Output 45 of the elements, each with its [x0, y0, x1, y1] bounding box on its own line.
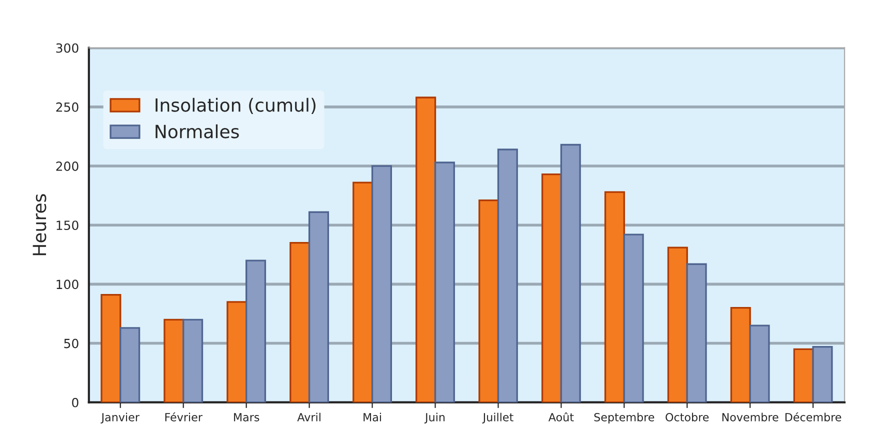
- y-tick-label: 50: [64, 338, 78, 348]
- x-tick-label: Juin: [424, 412, 445, 424]
- bar: [226, 301, 248, 402]
- y-tick-label: 150: [56, 220, 78, 230]
- bar: [245, 260, 266, 402]
- bar: [120, 327, 140, 402]
- y-tick-label: 100: [56, 280, 78, 290]
- bar: [434, 162, 455, 402]
- y-tick-label: 0: [72, 398, 78, 408]
- bar: [812, 346, 833, 402]
- bar: [100, 294, 122, 402]
- bar: [541, 173, 562, 402]
- bar: [560, 144, 581, 402]
- bar: [604, 191, 625, 402]
- bar: [667, 246, 688, 402]
- bar: [623, 234, 644, 402]
- bar: [371, 165, 392, 402]
- x-tick-label: Février: [165, 412, 202, 422]
- y-tick-label: 200: [56, 161, 78, 171]
- y-tick-label: 300: [56, 43, 78, 53]
- legend-label: Insolation (cumul): [156, 98, 316, 114]
- x-tick-label: Mai: [364, 412, 381, 422]
- x-tick-label: Septembre: [594, 412, 654, 424]
- y-tick-label: 250: [56, 102, 78, 112]
- x-tick-label: Novembre: [722, 412, 778, 422]
- bar: [749, 324, 770, 402]
- legend-label: Normales: [156, 124, 239, 138]
- bar: [497, 148, 518, 402]
- bar: [730, 307, 751, 402]
- bar: [164, 318, 184, 402]
- bar: [416, 96, 436, 402]
- x-tick-label: Avril: [297, 412, 320, 422]
- x-tick-label: Mars: [234, 413, 260, 422]
- bar: [686, 263, 707, 402]
- bar: [290, 242, 310, 402]
- x-tick-label: Août: [548, 412, 574, 422]
- x-tick-label: Janvier: [100, 412, 140, 424]
- bar: [182, 318, 204, 402]
- y-axis-title: Heures: [32, 194, 46, 256]
- bar: [308, 211, 330, 402]
- x-tick-label: Octobre: [666, 412, 709, 422]
- bar: [478, 199, 500, 402]
- x-tick-label: Décembre: [785, 412, 842, 422]
- x-tick-label: Juillet: [482, 412, 514, 424]
- bar: [352, 182, 374, 402]
